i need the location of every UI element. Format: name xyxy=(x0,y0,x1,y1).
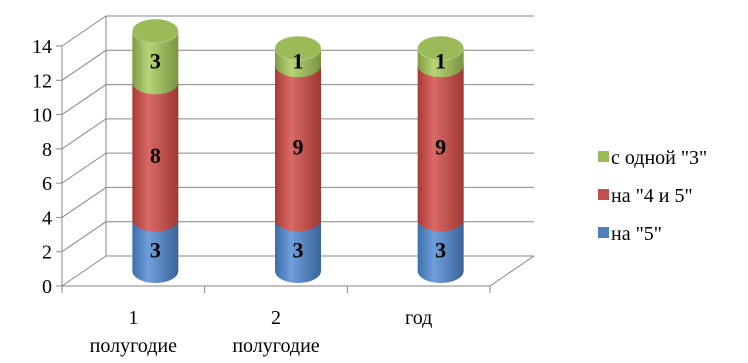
x-category-label: 2 полугодие xyxy=(232,307,319,357)
bar-top-cap xyxy=(274,35,322,61)
y-tick-label: 6 xyxy=(42,173,52,195)
y-tick-label: 4 xyxy=(42,207,52,229)
bar-segment-body xyxy=(132,219,179,283)
gridline-diagonal xyxy=(61,152,107,184)
data-label: 1 xyxy=(293,49,304,74)
bar-segment xyxy=(132,219,179,283)
bar-segment xyxy=(274,35,322,78)
legend-swatch xyxy=(598,227,609,238)
bar-top-cap xyxy=(417,35,465,61)
gridline-diagonal xyxy=(61,118,107,150)
legend-label: на "4 и 5" xyxy=(611,185,693,207)
x-category-label: 1 полугодие xyxy=(90,307,177,357)
bar-top-cap xyxy=(131,18,179,44)
gridline-diagonal xyxy=(61,84,107,115)
bar-segment xyxy=(417,219,464,283)
legend-item: с одной "3" xyxy=(598,147,707,169)
data-label: 9 xyxy=(293,134,304,159)
bar-segment-body xyxy=(417,65,464,232)
legend-label: на "5" xyxy=(611,223,662,245)
x-category-label: год xyxy=(405,307,432,329)
legend: с одной "3" на "4 и 5" на "5" xyxy=(598,147,707,245)
gridline-diagonal xyxy=(61,15,107,47)
data-label: 9 xyxy=(435,134,446,159)
bar-segment-body xyxy=(417,219,464,283)
floor-right-edge xyxy=(489,255,535,287)
gridline-diagonal xyxy=(61,187,107,218)
bars-layer xyxy=(131,18,465,283)
bar-segment-body xyxy=(275,219,321,283)
bar-segment-body xyxy=(132,31,179,95)
y-tick-label: 10 xyxy=(32,105,52,127)
bar-segment-body xyxy=(275,65,321,232)
data-label: 1 xyxy=(435,49,446,74)
legend-swatch xyxy=(598,189,609,200)
gridline-diagonal xyxy=(61,255,107,287)
bar-segment xyxy=(417,35,465,78)
axis-layer: 0 2 4 6 8 10 12 14 1 полугодие 2 полугодие год xyxy=(32,36,491,357)
data-label: 8 xyxy=(150,143,161,168)
y-tick-label: 8 xyxy=(42,139,52,161)
legend-label: с одной "3" xyxy=(611,147,707,169)
data-label: 3 xyxy=(435,237,446,262)
data-label: 3 xyxy=(150,237,161,262)
bar-segment xyxy=(131,18,179,95)
labels-layer: 3 8 3 3 9 1 3 9 1 xyxy=(150,49,446,263)
bar-segment xyxy=(275,65,321,232)
y-tick-label: 12 xyxy=(32,70,52,92)
bar-segment xyxy=(417,65,464,232)
y-tick-label: 2 xyxy=(42,242,52,264)
bar-segment-body xyxy=(132,82,179,232)
gridline-diagonal xyxy=(61,221,107,253)
y-tick-label: 14 xyxy=(32,36,52,58)
y-tick-label: 0 xyxy=(42,276,52,298)
bar-segment xyxy=(132,82,179,232)
bar-segment xyxy=(275,219,321,283)
legend-item: на "4 и 5" xyxy=(598,185,693,207)
data-label: 3 xyxy=(293,237,304,262)
gridline-diagonal xyxy=(61,49,107,81)
data-label: 3 xyxy=(150,49,161,74)
legend-item: на "5" xyxy=(598,223,662,245)
legend-swatch xyxy=(598,151,609,162)
